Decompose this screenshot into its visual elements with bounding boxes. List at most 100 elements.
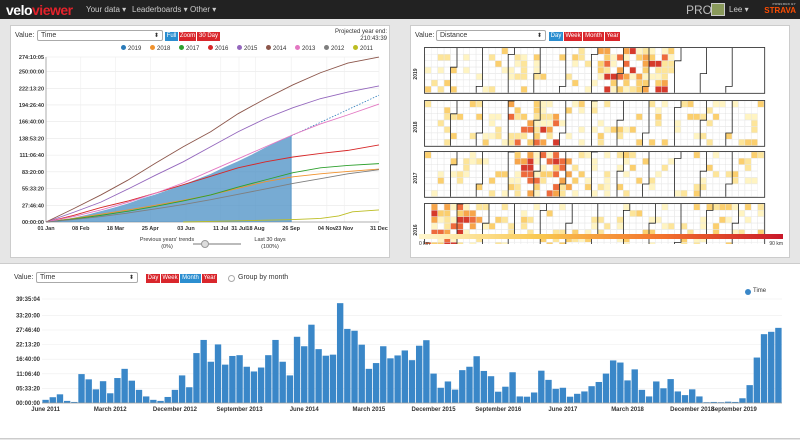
day-cell: [565, 210, 573, 217]
day-cell: [463, 223, 470, 230]
week-button[interactable]: Week: [161, 274, 179, 283]
legend-item-2017[interactable]: 2017: [179, 45, 199, 52]
full-button[interactable]: Full: [165, 32, 178, 41]
day-cell: [463, 73, 470, 80]
zoom-button[interactable]: Zoom: [179, 32, 196, 41]
month-bar: [329, 354, 337, 403]
day-cell: [450, 216, 457, 224]
y-tick-label: 55:33:20: [22, 187, 44, 193]
day-cell: [552, 171, 560, 178]
day-cell: [636, 164, 643, 172]
day-cell: [693, 151, 701, 159]
day-cell: [508, 190, 515, 197]
legend-label: 2015: [244, 46, 258, 52]
legend-item-2014[interactable]: 2014: [266, 45, 286, 52]
thirty-day-button[interactable]: 30 Day: [197, 32, 220, 41]
day-cell: [738, 139, 745, 146]
legend-item-2018[interactable]: 2018: [150, 45, 170, 52]
day-cell: [476, 60, 483, 68]
day-cell: [565, 107, 573, 114]
day-cell: [437, 79, 445, 87]
y-tick-label: 83:20:00: [22, 170, 44, 176]
day-cell: [751, 113, 758, 121]
x-tick-label: 23 Nov: [335, 226, 354, 232]
month-bar: [315, 349, 322, 403]
month-bar: [200, 339, 207, 403]
day-cell: [444, 67, 451, 74]
day-cell: [540, 158, 547, 165]
month-bar: [667, 379, 674, 403]
day-button[interactable]: Day: [146, 274, 160, 283]
legend-item-2015[interactable]: 2015: [237, 45, 257, 52]
year-button[interactable]: Year: [202, 274, 217, 283]
day-cell: [655, 67, 662, 74]
group-by-month-checkbox[interactable]: [228, 275, 235, 282]
trend-slider-handle[interactable]: [201, 240, 209, 248]
legend-item-2013[interactable]: 2013: [295, 45, 315, 52]
day-cell: [572, 47, 579, 55]
day-cell: [591, 203, 598, 211]
month-boundary: [623, 204, 631, 244]
day-cell: [482, 242, 489, 244]
legend-item-2012[interactable]: 2012: [324, 45, 344, 52]
day-cell: [520, 177, 528, 184]
day-cell: [578, 132, 585, 140]
day-cell: [488, 210, 496, 217]
day-cell: [527, 100, 534, 108]
month-bar: [732, 401, 739, 403]
value-select-text: Time: [40, 274, 56, 281]
trend-slider-track[interactable]: [193, 243, 241, 245]
day-cell: [514, 60, 521, 68]
day-cell: [655, 216, 662, 224]
legend-item-2011[interactable]: 2011: [353, 45, 373, 52]
month-bar: [394, 355, 401, 403]
menu-other[interactable]: Other ▾: [190, 5, 217, 14]
month-boundary: [642, 101, 650, 146]
day-cell: [488, 177, 496, 184]
menu-your-data[interactable]: Your data ▾: [86, 5, 127, 14]
day-cell: [591, 164, 598, 172]
year-button[interactable]: Year: [605, 32, 620, 41]
day-cell: [514, 120, 521, 127]
day-cell: [629, 171, 637, 178]
month-button[interactable]: Month: [583, 32, 604, 41]
day-cell: [604, 67, 611, 74]
day-cell: [533, 183, 541, 191]
day-cell: [431, 86, 438, 93]
day-cell: [456, 54, 464, 61]
day-cell: [732, 203, 739, 211]
legend-item-2016[interactable]: 2016: [208, 45, 228, 52]
day-cell: [501, 164, 509, 172]
month-bar: [617, 362, 624, 403]
day-cell: [463, 79, 470, 87]
day-button[interactable]: Day: [549, 32, 563, 41]
day-cell: [623, 113, 630, 121]
series-2013-line: [45, 103, 380, 223]
avatar[interactable]: [711, 3, 725, 16]
day-cell: [584, 158, 592, 165]
month-button[interactable]: Month: [180, 274, 201, 283]
value-select[interactable]: Time ⬍: [36, 272, 138, 283]
month-bar: [653, 381, 660, 403]
week-button[interactable]: Week: [564, 32, 582, 41]
velo-viewer-logo[interactable]: veloviewer: [6, 2, 73, 18]
day-cell: [469, 67, 477, 74]
day-cell: [584, 183, 592, 191]
day-cell: [527, 67, 534, 74]
value-select[interactable]: Time ⬍: [37, 30, 163, 41]
value-select[interactable]: Distance ⬍: [436, 30, 546, 41]
user-menu[interactable]: Lee ▾: [729, 5, 749, 14]
day-cell: [508, 151, 515, 159]
day-cell: [636, 86, 643, 93]
day-cell: [674, 164, 681, 172]
legend-item-2019[interactable]: 2019: [121, 45, 141, 52]
menu-leaderboards[interactable]: Leaderboards ▾: [132, 5, 188, 14]
day-cell: [693, 120, 701, 127]
day-cell: [501, 107, 509, 114]
day-cell: [604, 203, 611, 211]
day-cell: [456, 60, 464, 68]
day-cell: [533, 177, 541, 184]
day-cell: [655, 86, 662, 93]
day-cell: [540, 190, 547, 197]
day-cell: [546, 177, 553, 184]
